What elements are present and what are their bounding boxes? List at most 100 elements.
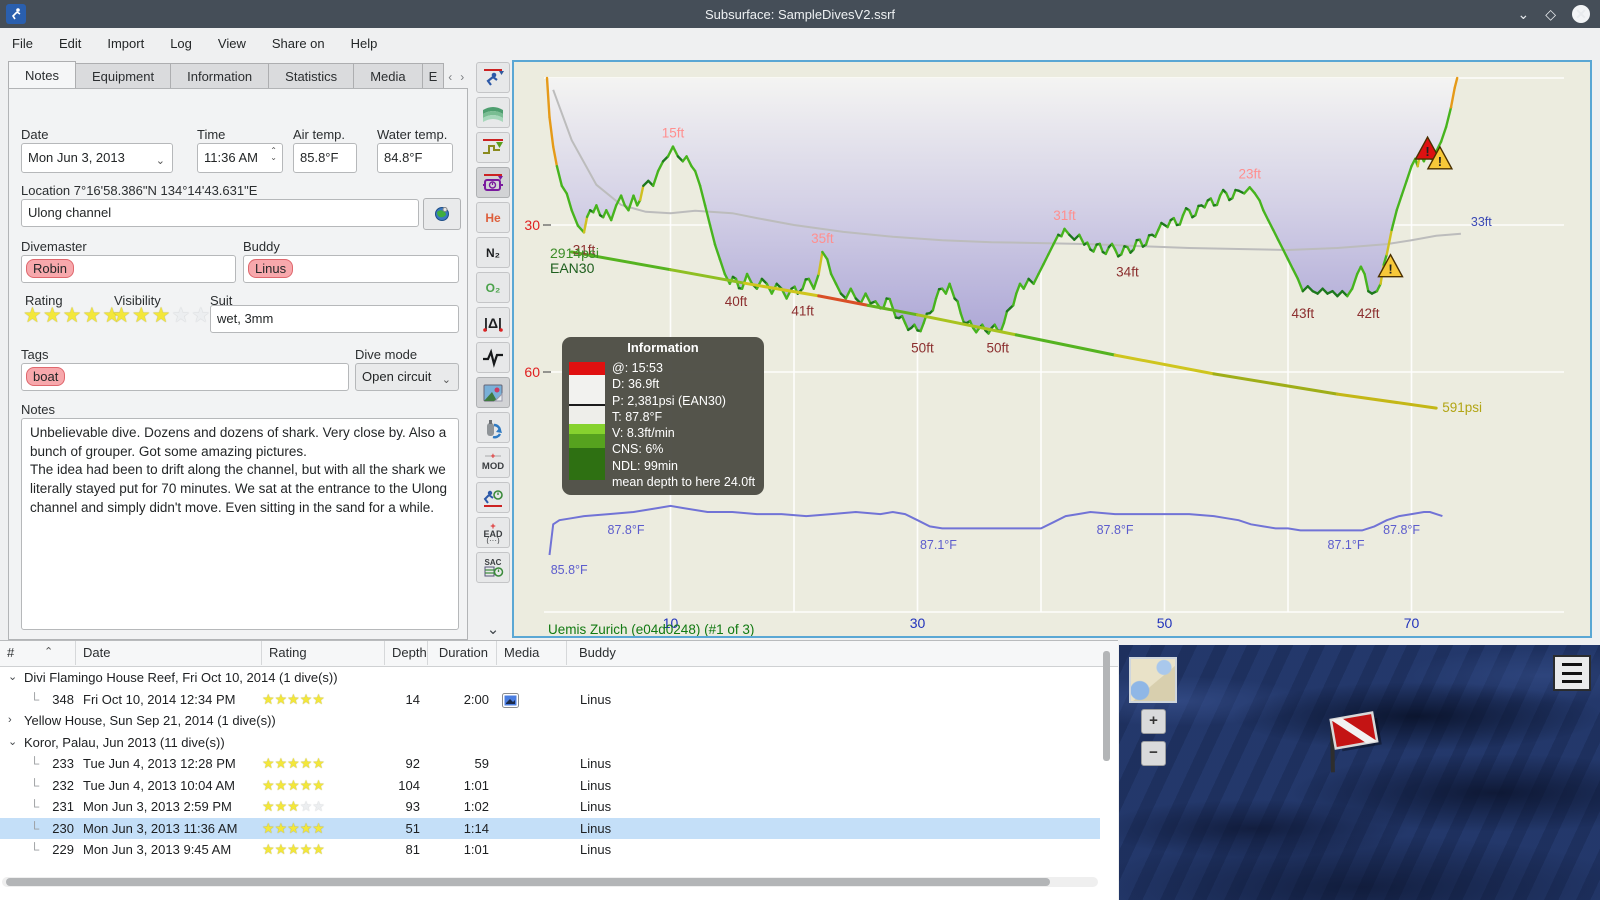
suit-input[interactable]: wet, 3mm: [210, 305, 459, 333]
visibility-label: Visibility: [114, 293, 161, 308]
tags-label: Tags: [21, 347, 49, 362]
expand-icon[interactable]: ›: [8, 714, 12, 726]
ndl-icon[interactable]: [476, 482, 510, 513]
tissues-icon[interactable]: |Δ|: [476, 307, 510, 338]
column-header-date[interactable]: Date: [76, 641, 262, 665]
gas-change-icon[interactable]: [476, 412, 510, 443]
menu-file[interactable]: File: [12, 35, 33, 51]
dive-mode-combobox[interactable]: Open circuit ⌄: [355, 363, 459, 391]
water-temp-field[interactable]: 84.8°F: [377, 143, 453, 173]
tag-boat[interactable]: boat: [26, 367, 66, 386]
info-box-row: mean depth to here 24.0ft: [612, 475, 756, 490]
collapse-icon[interactable]: ⌄: [8, 671, 18, 683]
trip-row[interactable]: › Yellow House, Sun Sep 21, 2014 (1 dive(…: [0, 710, 1100, 732]
notes-textarea[interactable]: Unbelievable dive. Dozens and dozens of …: [21, 418, 459, 630]
trip-label: Koror, Palau, Jun 2013 (11 dive(s)): [24, 734, 225, 750]
depth-label: 23ft: [1238, 166, 1261, 181]
tab-notes[interactable]: Notes: [8, 61, 76, 89]
trip-row[interactable]: ⌄ Divi Flamingo House Reef, Fri Oct 10, 2…: [0, 667, 1100, 689]
tab-information[interactable]: Information: [171, 63, 270, 89]
menu-view[interactable]: View: [217, 35, 246, 51]
menu-import[interactable]: Import: [107, 35, 145, 51]
column-header-media[interactable]: Media: [497, 641, 567, 665]
date-label: Date: [21, 127, 49, 142]
map-menu-button[interactable]: [1553, 655, 1591, 691]
overview-minimap[interactable]: [1129, 657, 1177, 703]
divemaster-tag[interactable]: Robin: [26, 259, 74, 278]
trip-row[interactable]: ⌄ Koror, Palau, Jun 2013 (11 dive(s)): [0, 732, 1100, 754]
dive-row[interactable]: └ 233 Tue Jun 4, 2013 12:28 PM ★★★★★ 92 59 Lin…: [0, 753, 1100, 775]
dive-mode-icon[interactable]: [476, 62, 510, 93]
minimize-button[interactable]: ⌄: [1517, 6, 1530, 22]
air-temp-field[interactable]: 85.8°F: [293, 143, 357, 173]
column-header-num[interactable]: #: [0, 641, 76, 665]
tab-equipment[interactable]: Equipment: [75, 63, 172, 89]
column-header-depth[interactable]: Depth: [385, 641, 428, 665]
notes-label: Notes: [21, 402, 55, 417]
red-warning-icon: [1414, 135, 1441, 160]
water-temp-label: Water temp.: [377, 127, 448, 142]
dive-row[interactable]: └ 232 Tue Jun 4, 2013 10:04 AM ★★★★★ 104 1:01…: [0, 775, 1100, 797]
nitrogen-graph-icon[interactable]: N₂: [476, 237, 510, 268]
close-button[interactable]: ✕: [1572, 5, 1590, 23]
maximize-button[interactable]: ◇: [1545, 6, 1556, 22]
column-header-buddy[interactable]: Buddy: [579, 645, 616, 660]
column-header-duration[interactable]: Duration: [428, 641, 497, 665]
heart-rate-icon[interactable]: [476, 342, 510, 373]
divemaster-input[interactable]: Robin: [21, 255, 236, 283]
buddy-tag[interactable]: Linus: [248, 259, 294, 278]
tags-input[interactable]: boat: [21, 363, 349, 391]
dive-profile-panel[interactable]: 31ft 15ft 40ft 41ft 35ft 50ft 50ft 31ft 34ft 23ft…: [512, 60, 1592, 638]
tab-statistics[interactable]: Statistics: [269, 63, 355, 89]
media-thumbnail-icon[interactable]: [502, 689, 519, 710]
geo-lookup-button[interactable]: [423, 198, 461, 230]
ead-icon[interactable]: + EAD (···): [476, 517, 510, 548]
map-zoom-out-button[interactable]: −: [1141, 741, 1166, 766]
menu-edit[interactable]: Edit: [58, 35, 82, 51]
tab-scroll-right-icon[interactable]: ›: [460, 70, 465, 84]
tab-scroll-left-icon[interactable]: ‹: [448, 70, 453, 84]
dive-profile-chart: 31ft 15ft 40ft 41ft 35ft 50ft 50ft 31ft 34ft 23ft…: [524, 76, 1564, 637]
menu-share-on[interactable]: Share on: [271, 35, 325, 51]
depth-label: 40ft: [725, 294, 748, 309]
toolbar-scroll-down-icon[interactable]: ⌄: [486, 621, 500, 638]
depth-label: 42ft: [1357, 306, 1380, 321]
dive-row[interactable]: └ 229 Mon Jun 3, 2013 9:45 AM ★★★★★ 81 1:01 Li…: [0, 839, 1100, 861]
tab-media[interactable]: Media: [354, 63, 423, 89]
map-zoom-in-button[interactable]: +: [1141, 709, 1166, 734]
dive-row[interactable]: └ 348 Fri Oct 10, 2014 12:34 PM ★★★★★ 14 2:00…: [0, 689, 1100, 711]
dive-site-map[interactable]: + −: [1119, 645, 1600, 900]
temperature-label: 87.8°F: [608, 523, 645, 537]
time-spinbox[interactable]: 11:36 AM ⌃ ⌄: [197, 143, 283, 173]
dive-list-horizontal-scrollbar[interactable]: [2, 877, 1098, 887]
warning-exclamation: !: [1425, 144, 1429, 159]
helium-graph-icon[interactable]: He: [476, 202, 510, 233]
dive-row[interactable]: └ 231 Mon Jun 3, 2013 2:59 PM ★★★★★ 93 1:02 Li…: [0, 796, 1100, 818]
yellow-warning-icon: [1377, 253, 1404, 278]
location-input[interactable]: Ulong channel: [21, 199, 419, 227]
shaded-ceiling-icon[interactable]: [476, 97, 510, 128]
dive-list-vertical-scrollbar[interactable]: [1102, 645, 1111, 870]
dive-flag-marker[interactable]: [1317, 707, 1391, 781]
tank-bar-icon[interactable]: [476, 167, 510, 198]
photos-icon[interactable]: [476, 377, 510, 408]
spinner-arrows-icon[interactable]: ⌃ ⌄: [270, 146, 277, 162]
oxygen-graph-icon[interactable]: O₂: [476, 272, 510, 303]
column-header-rating[interactable]: Rating: [262, 641, 385, 665]
mod-icon[interactable]: + MOD: [476, 447, 510, 478]
mean-depth-label: 33ft: [1471, 215, 1492, 229]
dive-row[interactable]: └ 230 Mon Jun 3, 2013 11:36 AM ★★★★★ 51 1:14 L…: [0, 817, 1100, 839]
calculated-ceiling-icon[interactable]: [476, 132, 510, 163]
trip-label: Divi Flamingo House Reef, Fri Oct 10, 20…: [24, 670, 338, 685]
rating-stars[interactable]: ★★★★★: [23, 304, 123, 327]
tab-e[interactable]: E: [422, 63, 445, 89]
hamburger-icon: [1562, 663, 1582, 683]
collapse-icon[interactable]: ⌄: [8, 735, 18, 748]
menu-log[interactable]: Log: [170, 35, 192, 51]
date-combobox[interactable]: Mon Jun 3, 2013 ⌄: [21, 143, 173, 173]
menu-help[interactable]: Help: [350, 35, 378, 51]
buddy-input[interactable]: Linus: [243, 255, 459, 283]
visibility-stars[interactable]: ★★★★★: [112, 304, 212, 327]
sac-icon[interactable]: SAC: [476, 552, 510, 583]
dive-list: # Date Rating Depth Duration Media Buddy ⌃ ⌄ Div…: [0, 640, 1118, 900]
